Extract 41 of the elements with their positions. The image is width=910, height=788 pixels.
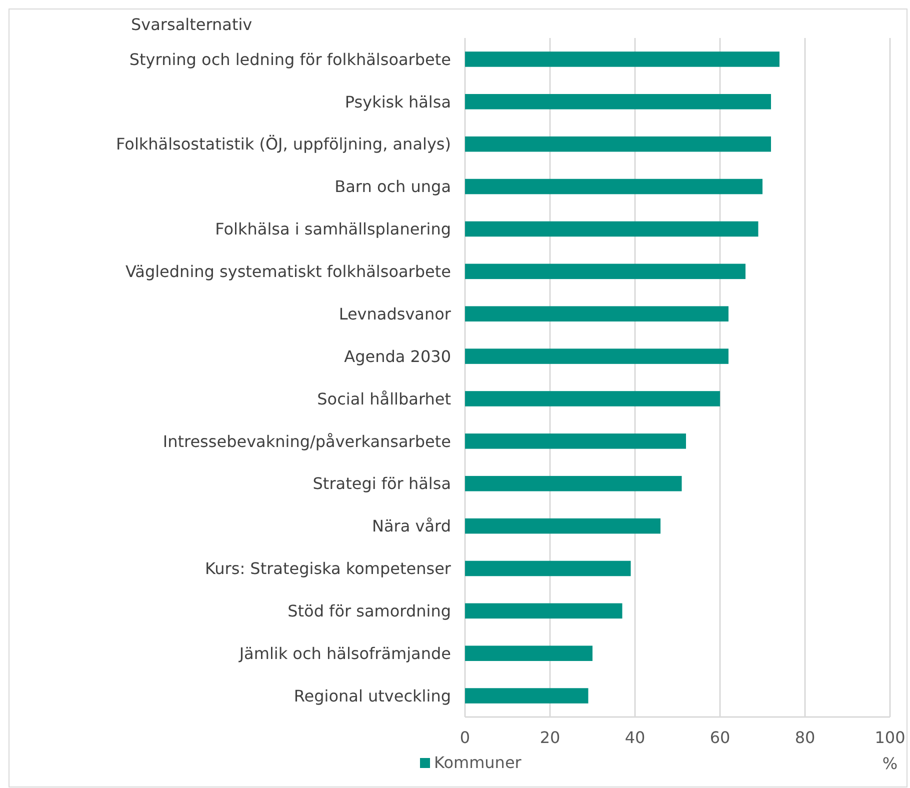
y-tick-label: Barn och unga <box>334 177 451 196</box>
bar <box>465 306 728 322</box>
bar <box>465 476 682 492</box>
x-tick-label: 40 <box>624 728 646 747</box>
bar <box>465 391 720 406</box>
bar <box>465 348 728 364</box>
bar <box>465 646 592 661</box>
x-tick-label: 60 <box>710 728 730 747</box>
y-tick-label: Regional utveckling <box>294 686 451 706</box>
bar <box>465 264 746 280</box>
bar <box>465 518 660 534</box>
bar <box>465 94 771 110</box>
legend-label: Kommuner <box>434 753 522 772</box>
y-tick-label: Stöd för samordning <box>288 602 451 621</box>
bar <box>465 178 762 194</box>
y-tick-label: Levnadsvanor <box>338 304 452 324</box>
y-tick-label: Kurs: Strategiska kompetenser <box>204 559 452 578</box>
bar <box>465 603 622 619</box>
y-tick-label: Vägledning systematiskt folkhälsoarbete <box>125 262 451 282</box>
x-tick-label: 80 <box>794 728 816 747</box>
x-axis-title: % <box>882 754 898 773</box>
y-tick-label: Folkhälsa i samhällsplanering <box>215 220 451 239</box>
y-tick-label: Jämlik och hälsofrämjande <box>238 644 451 663</box>
y-tick-label: Folkhälsostatistik (ÖJ, uppföljning, analys) <box>116 134 451 154</box>
y-axis-title: Svarsalternativ <box>131 15 252 34</box>
y-tick-label: Psykisk hälsa <box>344 92 451 112</box>
bar <box>465 52 780 67</box>
y-tick-label: Strategi för hälsa <box>312 474 451 494</box>
y-tick-label: Styrning och ledning för folkhälsoarbete <box>129 50 451 69</box>
x-tick-label: 20 <box>540 728 560 747</box>
y-tick-label: Agenda 2030 <box>344 346 451 366</box>
bar <box>465 136 771 152</box>
y-tick-label: Social hållbarhet <box>317 389 451 408</box>
y-tick-label: Nära vård <box>372 516 451 536</box>
x-tick-label: 100 <box>874 728 906 747</box>
x-tick-label: 0 <box>460 728 470 747</box>
bar <box>465 434 686 449</box>
bar <box>465 688 588 704</box>
y-tick-label: Intressebevakning/påverkansarbete <box>162 432 451 451</box>
bar <box>465 560 631 576</box>
bar <box>465 221 758 237</box>
